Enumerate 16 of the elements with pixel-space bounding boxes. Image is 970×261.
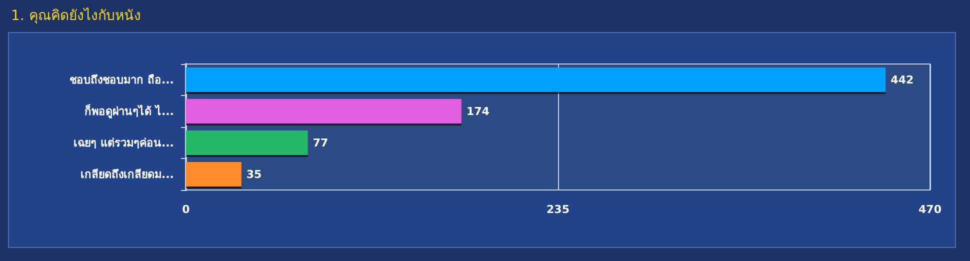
y-tick-label: เกลียดถึงเกลียดม... [80, 168, 174, 181]
bar [186, 98, 462, 124]
x-tick-label: 0 [182, 203, 190, 216]
bar [186, 130, 308, 156]
y-tick-label: เฉยๆ แต่รวมๆค่อน... [74, 136, 174, 150]
y-tick-label: ก็พอดูผ่านๆได้ ไ... [84, 104, 174, 119]
data-label: 442 [890, 73, 914, 86]
chart-title: 1. คุณคิดยังไงกับหนัง [11, 7, 141, 24]
bar [186, 162, 242, 187]
data-label: 174 [466, 104, 490, 118]
data-label: 35 [246, 168, 262, 181]
x-tick-label: 235 [546, 203, 570, 216]
y-tick-label: ชอบถึงชอบมาก ถือ... [70, 73, 174, 86]
x-tick-label: 470 [918, 203, 942, 216]
bar [186, 67, 886, 92]
data-label: 77 [312, 136, 328, 150]
